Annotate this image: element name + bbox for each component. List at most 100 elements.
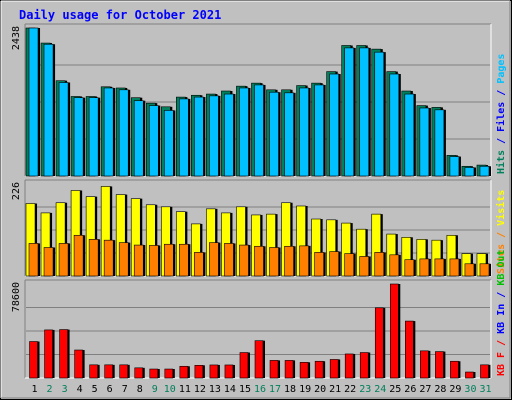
visits-sites-bar [434,258,445,277]
visits-sites-bar [163,243,174,277]
kbytes-bar [209,364,219,379]
hits-files-pages-bar [133,100,144,177]
x-tick-label: 2 [47,384,53,395]
kbytes-bar [134,367,144,379]
visits-sites-bar [118,242,129,277]
hits-files-pages-bar [58,82,69,177]
visits-sites-bar [389,254,400,277]
kbytes-bar [104,364,113,379]
kbytes-bar [119,364,129,379]
x-tick-label: 18 [284,384,296,395]
kbytes-legend-part: / [496,286,507,304]
kbytes-legend-part: / [496,334,507,352]
x-tick-label: 21 [329,384,341,395]
x-tick-label: 15 [239,384,251,395]
kbytes-bar [179,365,189,379]
kbytes-legend-label: KB F / KB In / KB Out [496,250,507,376]
kbytes-bar [435,351,444,379]
visits-sites-bar [314,252,324,277]
kbytes-bar [314,360,324,379]
hits-files-pages-bar [28,27,39,177]
kbytes-bar [374,307,384,379]
kbytes-bar [405,320,414,379]
hits-files-pages-bar [88,97,99,177]
hits-files-pages-panel: 2438 Hits / Files / Pages [11,23,507,177]
visits-sites-bar [344,253,355,277]
x-tick-label: 24 [374,384,386,395]
kbytes-bar [450,360,459,379]
kbytes-panel: 78600 KB F / KB In / KB Out [11,250,507,379]
kbytes-bar [344,353,354,379]
kbytes-bar [465,371,474,379]
visits-sites-legend-part: / [496,226,507,244]
kbytes-bar [329,359,339,379]
x-tick-label: 7 [122,384,128,395]
visits-sites-legend-label: Sites / Visits [495,190,507,274]
kbytes-bar [194,365,204,379]
hits-files-pages-bar [43,43,54,177]
hits-files-pages-bar [254,84,264,177]
x-tick-label: 30 [464,384,476,395]
hits-files-pages-bar [344,47,355,177]
x-tick-label: 3 [62,384,68,395]
x-tick-label: 5 [92,384,98,395]
hits-files-pages-bar [118,89,129,177]
x-tick-label: 9 [152,384,158,395]
chart-title: Daily usage for October 2021 [19,8,221,22]
chart-panels: 2438 Hits / Files / Pages 226 Sites / Visit… [11,23,507,379]
hits-files-pages-legend-part: Hits [495,150,507,174]
hits-files-pages-bar [419,107,430,177]
visits-sites-bar [28,243,39,277]
kbytes-bar [480,364,489,379]
visits-sites-bar [359,256,370,277]
hits-files-pages-bar [209,95,219,177]
visits-sites-bar [239,244,249,277]
visits-sites-bar [148,245,159,277]
x-tick-label: 8 [137,384,143,395]
x-tick-label: 19 [299,384,311,395]
visits-sites-legend-part: Sites [495,244,507,274]
hits-files-pages-bar [464,167,475,177]
hits-files-pages-legend-part: / [496,84,507,102]
hits-files-pages-bar [404,93,415,177]
kbytes-bar [420,350,429,379]
kbytes-ymax-label: 78600 [11,282,22,312]
x-tick-label: 12 [194,384,206,395]
hits-files-pages-bar [284,92,294,177]
kbytes-legend-part: KB Out [496,250,507,286]
hits-files-pages-bar [434,109,445,177]
hits-files-pages-bar [224,93,234,177]
visits-sites-panel: 226 Sites / Visits [11,179,507,277]
hits-files-pages-bar [239,87,249,177]
x-tick-label: 10 [164,384,176,395]
hits-files-pages-legend-part: / [496,132,507,150]
hits-files-pages-bar [479,165,490,177]
visits-sites-bar [58,243,69,277]
visits-sites-bar [194,252,204,277]
visits-sites-bar [254,245,264,277]
kbytes-legend-part: KB In [496,304,507,334]
x-tick-label: 27 [419,384,431,395]
x-tick-label: 6 [107,384,113,395]
visits-sites-bar [224,243,234,277]
kbytes-bar [74,349,83,379]
kbytes-bar [29,341,38,379]
visits-sites-bar [374,252,385,277]
kbytes-bar [149,368,159,379]
visits-sites-bar [464,263,475,277]
x-tick-label: 4 [77,384,83,395]
hits-files-pages-bar [163,110,174,177]
x-tick-label: 14 [224,384,236,395]
kbytes-bar [89,364,98,379]
visits-sites-legend-part: Visits [495,190,507,226]
visits-sites-bar [419,258,430,277]
visits-sites-bar [449,258,460,277]
kbytes-bar [299,362,309,379]
hits-files-pages-legend-part: Files [495,102,507,132]
hits-files-pages-bar [269,91,279,177]
kbytes-bar [359,352,369,379]
x-tick-label: 31 [479,384,491,395]
hits-files-pages-bar [148,105,159,177]
